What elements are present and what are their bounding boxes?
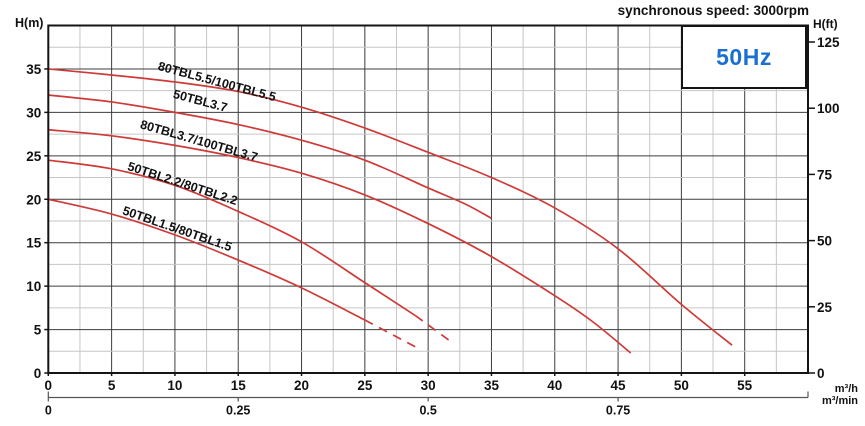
right-axis-tick: 100: [817, 101, 840, 116]
right-axis-unit-label: H(ft): [813, 17, 838, 31]
flow-unit-per-minute-label: m³/min: [821, 395, 858, 407]
left-axis-tick: 25: [26, 149, 42, 164]
chart-title: synchronous speed: 3000rpm: [617, 3, 809, 18]
bottom-axis-tick: 45: [611, 378, 627, 393]
pump-curve: [48, 94, 492, 220]
bottom-axis-tick: 10: [167, 378, 182, 393]
bottom-axis-tick: 30: [421, 378, 436, 393]
bottom-axis-tick: 25: [357, 378, 373, 393]
pump-curve: [48, 68, 733, 346]
secondary-axis-tick: 0.75: [606, 404, 630, 418]
frequency-badge: 50Hz: [681, 25, 807, 89]
right-axis-tick: 125: [817, 35, 840, 50]
pump-curve: [48, 128, 632, 354]
pump-curve: [48, 198, 366, 321]
plot-border: [47, 24, 810, 374]
left-axis-tick: 15: [26, 236, 42, 251]
bottom-axis-tick: 50: [674, 378, 689, 393]
right-axis-tick: 0: [817, 366, 825, 381]
right-axis-tick: 75: [817, 167, 833, 182]
bottom-axis-tick: 15: [231, 378, 247, 393]
bottom-axis-tick: 35: [484, 378, 500, 393]
left-axis-tick: 0: [34, 366, 42, 381]
left-axis-tick: 30: [26, 105, 41, 120]
flow-unit-per-hour-label: m³/h: [834, 383, 858, 395]
bottom-axis-tick: 40: [547, 378, 562, 393]
secondary-axis-tick: 0: [45, 404, 52, 418]
left-axis-unit-label: H(m): [15, 16, 44, 30]
left-axis-tick: 10: [26, 279, 41, 294]
curve-label: 50TBL3.7: [172, 87, 229, 115]
left-axis-tick: 5: [34, 323, 42, 338]
curve-label: 50TBL1.5/80TBL1.5: [121, 204, 234, 255]
pump-curve-dashed-tail: [364, 319, 416, 348]
bottom-axis-tick: 20: [294, 378, 309, 393]
right-axis-tick: 25: [817, 300, 833, 315]
left-axis-tick: 35: [26, 62, 42, 77]
secondary-axis-tick: 0.5: [419, 404, 436, 418]
bottom-axis-tick: 0: [45, 378, 53, 393]
bottom-axis-tick: 55: [737, 378, 753, 393]
secondary-axis-tick: 0.25: [226, 404, 250, 418]
pump-curve: [48, 159, 416, 317]
right-axis-tick: 50: [817, 234, 832, 249]
bottom-axis-tick: 5: [108, 378, 116, 393]
left-axis-tick: 20: [26, 192, 41, 207]
pump-curve-dashed-tail: [414, 314, 454, 345]
